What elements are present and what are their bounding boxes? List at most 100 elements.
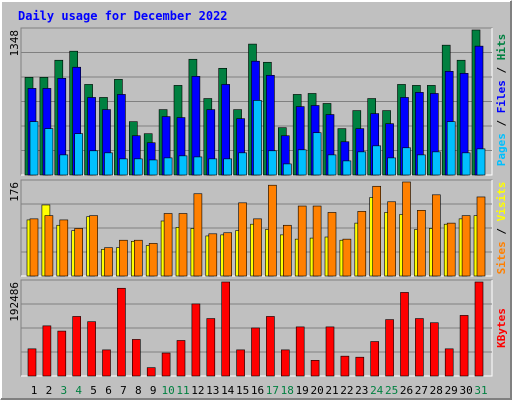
legend-separator: / xyxy=(495,60,508,80)
x-tick-label: 18 xyxy=(281,384,294,397)
bar xyxy=(134,158,143,176)
bar xyxy=(357,211,367,277)
bar xyxy=(148,243,158,277)
bar xyxy=(459,315,469,377)
x-tick-label: 27 xyxy=(415,384,428,397)
x-tick-label: 3 xyxy=(60,384,67,397)
bar xyxy=(325,326,335,377)
bar xyxy=(72,316,81,377)
bar xyxy=(340,355,350,377)
legend-separator: / xyxy=(495,113,508,133)
bar xyxy=(429,322,439,377)
x-tick-label: 2 xyxy=(46,384,53,397)
bar xyxy=(327,154,337,176)
bar xyxy=(342,160,352,176)
legend-entry: KBytes xyxy=(495,308,508,348)
bar xyxy=(387,157,396,176)
bar xyxy=(461,215,471,277)
bar xyxy=(253,218,262,277)
bar xyxy=(342,238,352,277)
y-tick-label: 176 xyxy=(8,182,21,202)
x-tick-label: 29 xyxy=(445,384,458,397)
x-tick-label: 11 xyxy=(176,384,189,397)
bar xyxy=(148,159,158,176)
x-tick-label: 23 xyxy=(355,384,368,397)
x-tick-label: 8 xyxy=(135,384,142,397)
bar xyxy=(87,321,96,377)
bar xyxy=(476,148,486,176)
x-tick-label: 31 xyxy=(474,384,487,397)
bar xyxy=(327,212,337,277)
chart-title: Daily usage for December 2022 xyxy=(18,9,228,23)
bar xyxy=(119,158,128,176)
legend-entry: Sites xyxy=(495,241,508,274)
bar xyxy=(461,152,471,176)
x-tick-label: 28 xyxy=(430,384,443,397)
bar xyxy=(161,352,171,377)
bar xyxy=(42,325,52,377)
x-tick-label: 30 xyxy=(459,384,472,397)
legend-separator: / xyxy=(495,221,508,241)
bar xyxy=(193,156,203,176)
bar xyxy=(312,205,322,277)
bar xyxy=(57,330,67,377)
x-tick-label: 22 xyxy=(340,384,353,397)
bar xyxy=(295,326,305,377)
bar xyxy=(29,218,39,277)
x-tick-label: 14 xyxy=(221,384,235,397)
bar xyxy=(193,193,203,277)
bar xyxy=(132,339,141,377)
legend: KBytes xyxy=(495,308,508,348)
x-tick-label: 19 xyxy=(296,384,309,397)
bar xyxy=(312,132,322,176)
bar xyxy=(134,239,143,277)
bar xyxy=(402,147,411,176)
bar xyxy=(74,133,83,176)
bar xyxy=(444,348,454,377)
x-tick-label: 13 xyxy=(206,384,219,397)
legend-entry: Visits xyxy=(495,182,508,222)
bar xyxy=(431,151,441,176)
x-tick-label: 26 xyxy=(400,384,413,397)
y-tick-label: 1348 xyxy=(8,30,21,57)
bar xyxy=(176,340,186,377)
bar xyxy=(89,150,98,176)
x-tick-label: 16 xyxy=(251,384,264,397)
bar xyxy=(385,319,394,377)
x-tick-label: 12 xyxy=(191,384,204,397)
x-tick-label: 5 xyxy=(90,384,97,397)
x-tick-label: 6 xyxy=(105,384,112,397)
bar xyxy=(417,210,426,277)
y-tick-label: 192486 xyxy=(8,282,21,322)
x-tick-label: 24 xyxy=(370,384,384,397)
bar xyxy=(446,121,456,176)
x-tick-label: 7 xyxy=(120,384,127,397)
bar xyxy=(44,128,54,176)
bar xyxy=(163,213,173,277)
bar xyxy=(297,149,307,176)
bar xyxy=(208,233,218,277)
bar xyxy=(221,281,230,377)
legend: Sites / Visits xyxy=(495,182,508,275)
x-tick-label: 10 xyxy=(161,384,174,397)
legend-entry: Pages xyxy=(495,133,508,166)
bar xyxy=(402,181,411,277)
bar xyxy=(266,316,275,377)
bar xyxy=(104,152,113,176)
bar xyxy=(191,303,201,377)
bar xyxy=(268,184,277,277)
bar xyxy=(27,348,37,377)
bar xyxy=(89,215,98,277)
bar xyxy=(387,201,396,277)
bar xyxy=(238,152,247,176)
bar xyxy=(208,158,218,176)
bar xyxy=(238,202,247,277)
x-tick-label: 1 xyxy=(31,384,38,397)
legend: Pages / Files / Hits xyxy=(495,34,508,167)
bar xyxy=(431,194,441,277)
legend-entry: Files xyxy=(495,80,508,113)
